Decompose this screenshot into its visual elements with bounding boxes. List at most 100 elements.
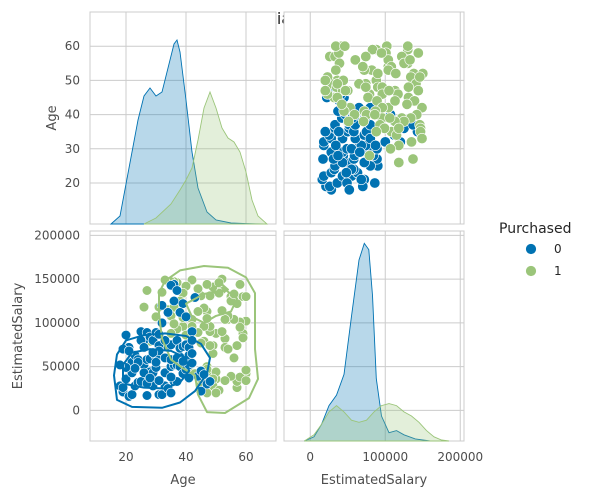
scatter-point-class-0 — [317, 153, 329, 165]
scatter-point-class-0 — [180, 311, 192, 322]
scatter-point-class-1 — [231, 340, 243, 351]
kde-salary-class-0 — [304, 242, 431, 442]
scatter-point-class-0 — [165, 372, 177, 383]
scatter-point-class-0 — [186, 326, 198, 337]
scatter-point-class-1 — [389, 95, 401, 107]
legend-marker-0 — [525, 243, 537, 255]
panel-age-kde — [89, 11, 277, 225]
scatter-point-class-1 — [412, 47, 424, 59]
kde-age-class-1 — [143, 90, 269, 225]
legend-label-1: 1 — [554, 264, 562, 278]
scatter-point-class-0 — [141, 390, 153, 401]
scatter-point-class-1 — [240, 291, 252, 302]
panel-age-vs-salary-kde-contour — [89, 230, 277, 442]
scatter-point-class-1 — [234, 322, 246, 333]
scatter-point-class-0 — [168, 295, 180, 307]
scatter-point-class-1 — [412, 85, 424, 97]
scatter-point-class-0 — [340, 167, 352, 179]
panel-salary-vs-age-scatter — [283, 11, 465, 225]
scatter-point-class-1 — [384, 143, 396, 155]
legend-label-0: 0 — [554, 242, 562, 256]
scatter-point-class-1 — [416, 133, 428, 145]
x-tick-label: 100000 — [362, 450, 408, 464]
scatter-point-class-1 — [216, 326, 228, 337]
scatter-point-class-1 — [360, 50, 372, 62]
scatter-point-class-0 — [126, 389, 138, 400]
y-tick-label: 40 — [65, 108, 80, 122]
scatter-point-class-1 — [393, 157, 405, 169]
scatter-point-class-1 — [234, 279, 246, 290]
scatter-point-class-0 — [343, 184, 355, 196]
scatter-point-class-0 — [150, 357, 162, 368]
scatter-point-class-1 — [336, 98, 348, 110]
scatter-point-class-1 — [204, 340, 216, 351]
scatter-point-class-1 — [369, 109, 381, 121]
scatter-point-class-1 — [319, 74, 331, 86]
scatter-point-class-1 — [405, 136, 417, 148]
scatter-point-class-0 — [165, 387, 177, 399]
scatter-point-class-1 — [414, 71, 426, 83]
scatter-point-class-1 — [404, 54, 416, 66]
x-tick-label: 0 — [306, 450, 314, 464]
scatter-point-class-1 — [138, 302, 150, 313]
y-tick-label: 200000 — [34, 228, 80, 242]
scatter-point-class-1 — [228, 288, 240, 300]
scatter-point-class-1 — [192, 306, 204, 317]
scatter-point-class-1 — [228, 352, 240, 364]
scatter-point-class-0 — [144, 372, 156, 384]
scatter-point-class-1 — [240, 365, 252, 376]
y-tick-label: 50 — [65, 73, 80, 87]
scatter-point-class-0 — [369, 139, 381, 151]
scatter-point-class-0 — [171, 285, 183, 296]
scatter-point-class-1 — [331, 78, 343, 90]
scatter-point-class-0 — [153, 375, 165, 386]
scatter-point-class-0 — [355, 174, 367, 186]
scatter-point-class-1 — [237, 332, 249, 343]
scatter-point-class-0 — [333, 126, 345, 138]
scatter-point-class-1 — [407, 153, 419, 165]
kde-contour-class-1 — [209, 283, 229, 295]
scatter-point-class-1 — [402, 81, 414, 93]
scatter-point-class-1 — [360, 81, 372, 93]
scatter-point-class-1 — [370, 126, 382, 138]
scatter-point-class-1 — [342, 115, 354, 127]
scatter-point-class-1 — [141, 285, 153, 296]
x-axis-title-estimated-salary: EstimatedSalary — [321, 473, 428, 488]
scatter-point-class-0 — [369, 177, 381, 189]
scatter-point-class-0 — [123, 345, 135, 357]
kde-contour-class-0 — [113, 332, 211, 409]
scatter-point-class-1 — [393, 122, 405, 134]
y-tick-label: 0 — [72, 403, 80, 417]
y-tick-label: 20 — [65, 176, 80, 190]
scatter-point-class-1 — [384, 112, 396, 124]
legend-title: Purchased — [499, 221, 571, 237]
scatter-point-class-0 — [354, 146, 366, 158]
legend: Purchased 0 1 — [499, 221, 571, 278]
scatter-point-class-1 — [401, 98, 413, 110]
scatter-point-class-1 — [210, 387, 222, 399]
panel-salary-kde — [283, 230, 465, 442]
kde-contour-class-0 — [122, 348, 190, 390]
scatter-point-class-1 — [201, 279, 213, 290]
x-tick-label: 20 — [118, 450, 133, 464]
scatter-point-class-1 — [240, 375, 252, 386]
y-tick-label: 30 — [65, 142, 80, 156]
scatter-point-class-1 — [372, 68, 384, 80]
y-tick-label: 50000 — [42, 360, 80, 374]
scatter-point-class-0 — [162, 307, 174, 318]
kde-contour-class-1 — [158, 265, 259, 414]
x-tick-label: 40 — [178, 450, 193, 464]
scatter-point-class-1 — [390, 68, 402, 80]
scatter-point-class-1 — [363, 150, 375, 162]
panel-age-kde-frame — [89, 11, 277, 225]
scatter-point-class-0 — [204, 376, 216, 387]
scatter-point-class-0 — [332, 150, 344, 162]
scatter-point-class-1 — [339, 40, 351, 52]
y-axis-title-age: Age — [45, 105, 60, 130]
x-tick-label: 60 — [238, 450, 253, 464]
scatter-point-class-1 — [402, 40, 414, 52]
y-axis-title-estimated-salary: EstimatedSalary — [11, 282, 26, 389]
scatter-point-class-1 — [219, 375, 231, 386]
scatter-point-class-1 — [192, 283, 204, 294]
